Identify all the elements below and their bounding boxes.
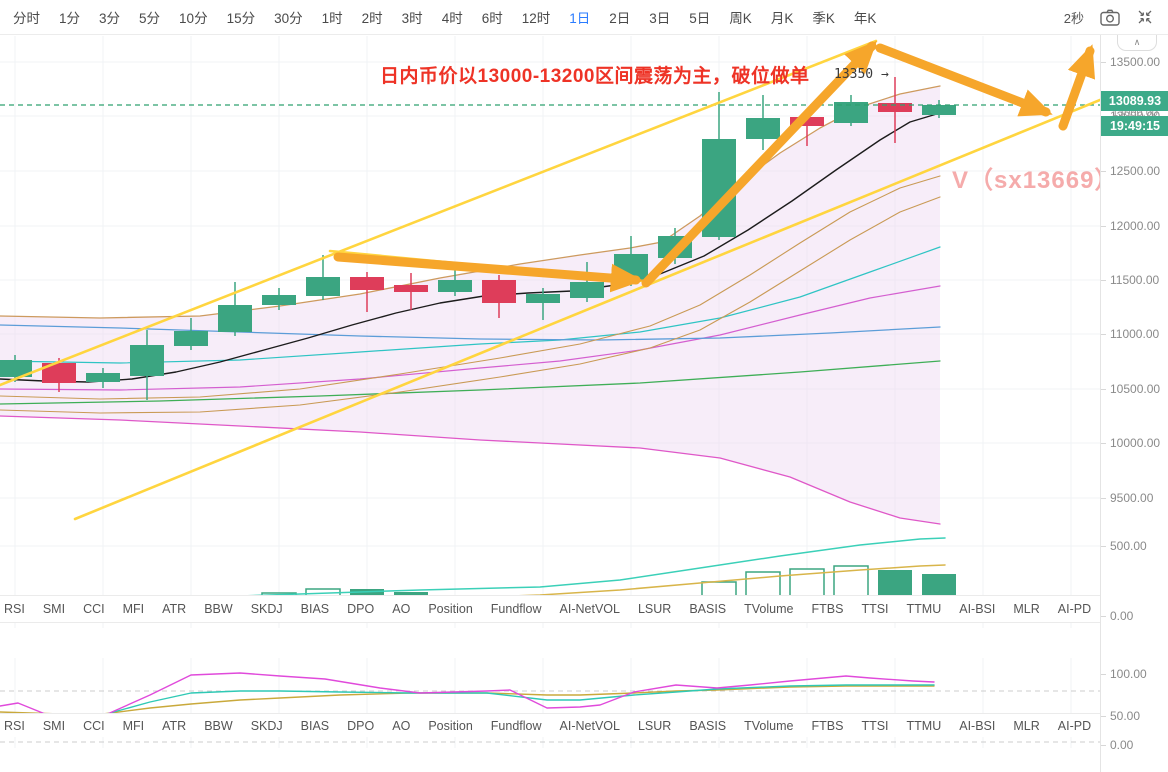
- indicator-tab-MFI-row2[interactable]: MFI: [122, 718, 145, 733]
- indicator-tab-LSUR-row1[interactable]: LSUR: [637, 602, 672, 616]
- indicator-tab-TTMU-row1[interactable]: TTMU: [906, 602, 942, 616]
- indicator-tab-RSI-row2[interactable]: RSI: [4, 718, 25, 733]
- indicator-tab-SKDJ-row2[interactable]: SKDJ: [250, 718, 283, 733]
- indicator-tab-RSI-row1[interactable]: RSI: [4, 602, 25, 616]
- indicator-tab-BBW-row1[interactable]: BBW: [204, 602, 233, 616]
- indicator-tab-AO-row1[interactable]: AO: [392, 602, 411, 616]
- axis-label-main: 11500.00: [1100, 273, 1160, 287]
- chart-canvas[interactable]: [0, 0, 1100, 772]
- indicator-tab-AI-PD-row1[interactable]: AI-PD: [1057, 602, 1092, 616]
- period-list: 分时 1分 3分 5分 10分 15分 30分 1时 2时 3时 4时 6时 12时 1日 2日 3日 5日 周K…: [0, 7, 1064, 27]
- period-2日[interactable]: 2日: [609, 11, 631, 26]
- period-季K[interactable]: 季K: [812, 11, 835, 26]
- indicator-tab-DPO-row1[interactable]: DPO: [347, 602, 375, 616]
- indicator-tab-CCI-row1[interactable]: CCI: [83, 602, 105, 616]
- period-3日[interactable]: 3日: [649, 11, 671, 26]
- indicator-tab-SMI-row2[interactable]: SMI: [42, 718, 66, 733]
- period-10分[interactable]: 10分: [179, 11, 208, 26]
- indicator-tab-TVolume-row1[interactable]: TVolume: [744, 602, 794, 616]
- indicator-tab-SKDJ-row1[interactable]: SKDJ: [250, 602, 283, 616]
- axis-label-main: 13500.00: [1100, 55, 1161, 69]
- indicator-tab-Position-row2[interactable]: Position: [428, 718, 473, 733]
- period-12时[interactable]: 12时: [521, 11, 551, 26]
- indicator-tab-TTSI-row1[interactable]: TTSI: [861, 602, 889, 616]
- current-price-time: 19:49:15: [1101, 116, 1168, 136]
- indicator-tab-BIAS-row2[interactable]: BIAS: [300, 718, 330, 733]
- axis-label-main: 10500.00: [1100, 382, 1161, 396]
- toolbar-right: 2秒: [1064, 8, 1168, 27]
- refresh-interval-label: 2秒: [1063, 10, 1084, 26]
- axis-label-main: 9500.00: [1100, 491, 1154, 505]
- indicator-tab-BIAS-row1[interactable]: BIAS: [300, 602, 330, 616]
- axis-label-main: 10000.00: [1100, 436, 1161, 450]
- indicator-tab-CCI-row2[interactable]: CCI: [83, 718, 105, 733]
- indicator-tab-AI-BSI-row2[interactable]: AI-BSI: [959, 718, 996, 733]
- period-3分[interactable]: 3分: [99, 11, 121, 26]
- current-price-value: 13089.93: [1101, 91, 1168, 111]
- indicator-tab-TTMU-row2[interactable]: TTMU: [906, 718, 942, 733]
- period-6时[interactable]: 6时: [481, 11, 503, 26]
- indicator-tab-ATR-row1[interactable]: ATR: [162, 602, 187, 616]
- indicator-tab-AI-NetVOL-row2[interactable]: AI-NetVOL: [559, 718, 620, 733]
- period-年K[interactable]: 年K: [853, 11, 877, 26]
- period-分时[interactable]: 分时: [13, 11, 40, 26]
- period-月K[interactable]: 月K: [770, 11, 794, 26]
- axis-label-oscillator: 100.00: [1101, 667, 1147, 681]
- indicator-tab-FTBS-row2[interactable]: FTBS: [811, 718, 844, 733]
- period-30分[interactable]: 30分: [274, 11, 303, 26]
- period-1时[interactable]: 1时: [321, 11, 343, 26]
- indicator-tab-AI-NetVOL-row1[interactable]: AI-NetVOL: [559, 602, 620, 616]
- indicator-tab-FTBS-row1[interactable]: FTBS: [811, 602, 844, 616]
- axis-label-volume: 0.00: [1100, 609, 1134, 623]
- period-toolbar: 分时 1分 3分 5分 10分 15分 30分 1时 2时 3时 4时 6时 12时 1日 2日 3日 5日 周K…: [0, 0, 1168, 35]
- camera-icon[interactable]: [1100, 9, 1120, 26]
- axis-label-volume: 500.00: [1101, 539, 1147, 553]
- marked-high-label: 13350 →: [834, 67, 889, 82]
- indicator-tab-AO-row2[interactable]: AO: [392, 718, 411, 733]
- watermark: V（sx13669）: [952, 167, 1120, 194]
- indicator-tab-BBW-row2[interactable]: BBW: [204, 718, 233, 733]
- period-5分[interactable]: 5分: [139, 11, 161, 26]
- indicator-tab-MLR-row1[interactable]: MLR: [1013, 602, 1040, 616]
- period-周K[interactable]: 周K: [729, 11, 752, 26]
- period-4时[interactable]: 4时: [441, 11, 463, 26]
- period-5日[interactable]: 5日: [689, 11, 711, 26]
- indicator-tab-TVolume-row2[interactable]: TVolume: [744, 718, 794, 733]
- indicator-tab-MLR-row2[interactable]: MLR: [1013, 718, 1040, 733]
- period-2时[interactable]: 2时: [361, 11, 383, 26]
- indicator-tab-TTSI-row2[interactable]: TTSI: [861, 718, 889, 733]
- indicator-tab-LSUR-row2[interactable]: LSUR: [637, 718, 672, 733]
- indicator-tab-Fundflow-row2[interactable]: Fundflow: [490, 718, 542, 733]
- period-1日[interactable]: 1日: [569, 11, 591, 26]
- indicator-tab-Fundflow-row1[interactable]: Fundflow: [490, 602, 542, 616]
- indicator-tab-Position-row1[interactable]: Position: [428, 602, 473, 616]
- indicator-tab-row-1: RSI SMI CCI MFI ATR BBW SKDJ BIAS DPO AO Position F…: [0, 595, 1100, 623]
- period-3时[interactable]: 3时: [401, 11, 423, 26]
- analyst-note: 日内币价以13000-13200区间震荡为主，破位做单: [380, 66, 810, 87]
- axis-label-main: 12500.00: [1100, 164, 1161, 178]
- indicator-tab-SMI-row1[interactable]: SMI: [42, 602, 66, 616]
- price-axis[interactable]: ∧ 13089.93 13000.00 19:49:15 13500.00 130…: [1100, 35, 1168, 772]
- axis-label-main: 12000.00: [1100, 219, 1161, 233]
- axis-label-oscillator: 50.00: [1100, 709, 1141, 723]
- indicator-tab-MFI-row1[interactable]: MFI: [122, 602, 145, 616]
- indicator-tab-ATR-row2[interactable]: ATR: [162, 718, 187, 733]
- indicator-tab-AI-PD-row2[interactable]: AI-PD: [1057, 718, 1092, 733]
- collapse-axis-tab[interactable]: ∧: [1117, 35, 1157, 51]
- indicator-tab-row-2: RSI SMI CCI MFI ATR BBW SKDJ BIAS DPO AO Position F…: [0, 713, 1100, 737]
- period-1分[interactable]: 1分: [59, 11, 81, 26]
- axis-label-oscillator: 0.00: [1100, 738, 1134, 752]
- period-15分[interactable]: 15分: [226, 11, 256, 26]
- current-price-badge: 13089.93 13000.00 19:49:15: [1101, 91, 1168, 136]
- indicator-tab-DPO-row2[interactable]: DPO: [347, 718, 375, 733]
- axis-label-main: 11000.00: [1100, 327, 1160, 341]
- indicator-tab-AI-BSI-row1[interactable]: AI-BSI: [959, 602, 996, 616]
- indicator-tab-BASIS-row1[interactable]: BASIS: [689, 602, 727, 616]
- indicator-tab-BASIS-row2[interactable]: BASIS: [689, 718, 727, 733]
- fit-screen-icon[interactable]: [1136, 8, 1154, 26]
- covered-axis-label: 13000.00: [1101, 111, 1168, 116]
